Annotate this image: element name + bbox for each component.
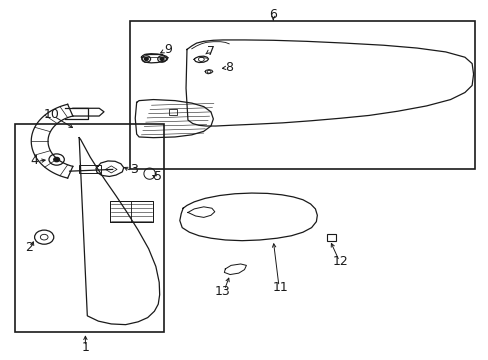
Text: 4: 4 (31, 154, 39, 167)
Text: 1: 1 (81, 341, 89, 354)
Bar (326, 234, 335, 241)
Text: 9: 9 (163, 43, 171, 56)
Text: 12: 12 (332, 255, 347, 267)
Text: 7: 7 (206, 45, 215, 58)
Text: 2: 2 (25, 240, 33, 253)
Bar (79, 165, 101, 173)
Text: 6: 6 (269, 8, 277, 21)
Text: 11: 11 (272, 281, 288, 294)
Bar (130, 21, 473, 170)
Text: 5: 5 (154, 170, 162, 183)
Text: 8: 8 (224, 60, 233, 73)
Bar (168, 109, 177, 115)
Text: 3: 3 (130, 163, 138, 176)
Text: 10: 10 (44, 108, 60, 121)
Circle shape (160, 58, 163, 60)
Circle shape (54, 157, 60, 162)
Text: 13: 13 (215, 285, 230, 298)
Bar (16, 124, 163, 332)
Circle shape (144, 58, 148, 60)
